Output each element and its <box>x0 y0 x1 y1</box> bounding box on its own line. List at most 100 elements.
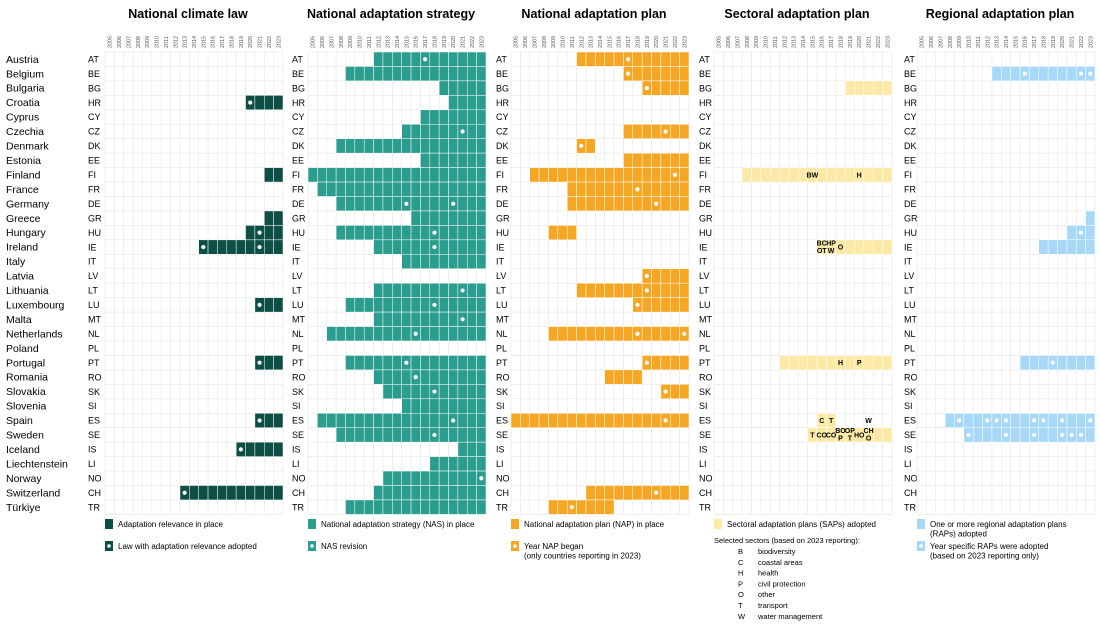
cell-CH-2023 <box>476 485 487 501</box>
country-code: LT <box>904 286 914 296</box>
year-tick-label: 2007 <box>532 36 538 48</box>
cell-AT-2023 <box>476 51 487 67</box>
year-tick-label: 2007 <box>126 36 132 48</box>
cell-CH-2017 <box>420 485 431 501</box>
cell-BE-2014 <box>1001 66 1011 82</box>
cell-DK-2011 <box>363 138 374 154</box>
cell-HR-2022 <box>467 95 477 111</box>
cell-FI-2016 <box>410 167 421 183</box>
cell-NL-2014 <box>392 326 402 342</box>
mark-SK-2018 <box>432 389 437 394</box>
country-code: PT <box>292 358 304 368</box>
cell-FI-2018 <box>835 167 846 183</box>
cell-BG-2021 <box>863 80 874 96</box>
cell-CH-2021 <box>457 485 468 501</box>
mark-NL-2016 <box>413 331 418 336</box>
cell-CZ-2020 <box>651 124 662 139</box>
year-tick-label: 2009 <box>551 36 557 48</box>
cell-TR-2012 <box>576 499 587 515</box>
cell-SK-2023 <box>476 384 487 400</box>
cell-ES-2017 <box>420 413 431 428</box>
cell-NL-2018 <box>429 326 440 342</box>
cell-SE-2023 <box>1085 427 1096 443</box>
mark-ES-2017 <box>1032 418 1037 423</box>
panel-title: Regional adaptation plan <box>926 7 1075 21</box>
country-name: Greece <box>6 213 41 225</box>
cell-RO-2015 <box>401 369 412 385</box>
country-code: GR <box>699 213 713 223</box>
year-tick-label: 2008 <box>948 36 954 48</box>
country-code: AT <box>904 54 915 64</box>
cell-ES-2006 <box>520 413 530 428</box>
country-code: LI <box>496 459 504 469</box>
cell-LT-2016 <box>410 282 421 298</box>
cell-FR-2017 <box>420 181 431 197</box>
mark-BE-2016 <box>1022 71 1027 76</box>
cell-PT-2011 <box>363 355 374 371</box>
country-code: IT <box>699 257 708 267</box>
cell-LT-2012 <box>576 282 587 298</box>
panel-title: National adaptation plan <box>521 7 666 21</box>
cell-RO-2017 <box>420 369 431 385</box>
country-code: BG <box>904 83 917 93</box>
year-tick-label: 2010 <box>155 36 161 48</box>
legend-label: (only countries reporting in 2023) <box>524 552 641 561</box>
cell-NO-2014 <box>392 470 402 486</box>
country-code: LI <box>292 459 300 469</box>
cell-FI-2014 <box>392 167 402 183</box>
year-tick-label: 2010 <box>764 36 770 48</box>
cell-HU-2020 <box>245 225 256 241</box>
cell-BE-2020 <box>1057 66 1068 82</box>
cell-FI-2016 <box>613 167 624 183</box>
country-code: NL <box>496 329 508 339</box>
cell-ES-2009 <box>345 413 356 428</box>
cell-LU-2014 <box>392 297 402 313</box>
cell-LU-2019 <box>641 297 652 313</box>
cell-LT-2013 <box>382 282 393 298</box>
cell-AT-2019 <box>438 51 449 67</box>
cell-LU-2009 <box>345 297 356 313</box>
cell-HU-2022 <box>467 225 477 241</box>
cell-MT-2012 <box>373 311 384 327</box>
country-code: DK <box>496 141 509 151</box>
country-code: LT <box>292 286 302 296</box>
cell-HR-2023 <box>476 95 487 111</box>
cell-SK-2023 <box>679 384 690 400</box>
year-tick-label: 2019 <box>442 36 448 48</box>
cell-PT-2021 <box>660 355 671 371</box>
cell-FI-2020 <box>448 167 459 183</box>
country-code: TR <box>904 502 916 512</box>
cell-BG-2019 <box>844 80 855 96</box>
year-tick-label: 2005 <box>514 36 520 48</box>
cell-HU-2010 <box>557 225 568 241</box>
country-code: FI <box>88 170 96 180</box>
cell-ES-2018 <box>429 413 440 428</box>
country-code: BE <box>292 69 304 79</box>
cell-DK-2015 <box>401 138 412 154</box>
cell-TR-2015 <box>401 499 412 515</box>
year-tick-label: 2013 <box>589 36 595 48</box>
cell-CH-2015 <box>604 485 615 501</box>
cell-RO-2023 <box>476 369 487 385</box>
cell-LT-2015 <box>604 282 615 298</box>
year-tick-label: 2018 <box>838 36 844 48</box>
cell-FR-2019 <box>641 181 652 197</box>
cell-NO-2018 <box>429 470 440 486</box>
cell-NO-2017 <box>420 470 431 486</box>
year-tick-label: 2022 <box>470 36 476 48</box>
cell-NL-2011 <box>566 326 577 342</box>
cell-NL-2009 <box>548 326 559 342</box>
cell-DK-2009 <box>345 138 356 154</box>
cell-AT-2012 <box>373 51 384 67</box>
country-code: MT <box>699 315 712 325</box>
cell-PT-2022 <box>670 355 680 371</box>
cell-ES-2019 <box>1047 413 1058 428</box>
cell-IS-2022 <box>467 441 477 457</box>
country-code: GR <box>88 213 102 223</box>
cell-GR-2022 <box>467 210 477 226</box>
cell-NO-2020 <box>448 470 459 486</box>
cell-ES-2019 <box>641 413 652 428</box>
cell-FR-2014 <box>392 181 402 197</box>
panel-1: National adaptation strategy 2005 2006 2007… <box>292 7 487 551</box>
country-name: Spain <box>6 415 33 427</box>
